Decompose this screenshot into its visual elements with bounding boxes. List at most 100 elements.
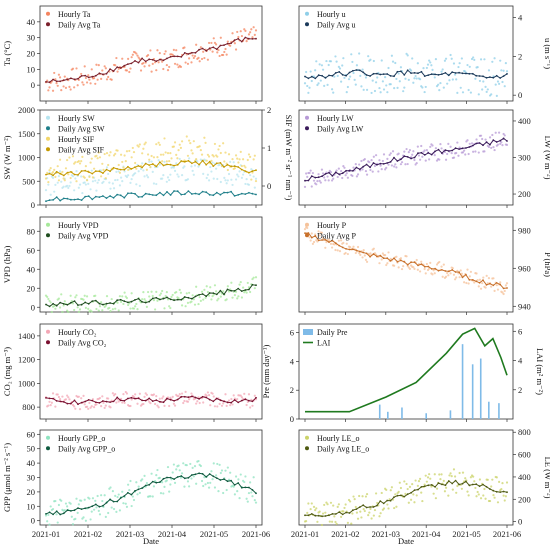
hourly-point xyxy=(226,466,229,469)
daily-avg-point xyxy=(314,176,317,179)
daily-avg-point xyxy=(130,396,133,399)
hourly-point xyxy=(457,154,460,157)
hourly-point xyxy=(474,150,477,153)
hourly-point xyxy=(71,67,75,70)
hourly-point xyxy=(78,408,82,411)
hourly-point xyxy=(56,181,59,184)
hourly-point xyxy=(251,404,254,407)
hourly-point xyxy=(239,280,242,284)
hourly-point xyxy=(51,171,55,174)
hourly-point xyxy=(345,172,348,175)
hourly-point xyxy=(380,59,383,62)
daily-avg-point xyxy=(396,260,399,263)
hourly-point xyxy=(63,509,66,512)
legend-swatch xyxy=(305,222,309,227)
hourly-point xyxy=(382,153,386,156)
hourly-point xyxy=(364,76,368,79)
daily-avg-point xyxy=(45,200,47,203)
hourly-point xyxy=(166,298,170,301)
hourly-point xyxy=(84,183,87,186)
hourly-point xyxy=(89,518,92,521)
daily-avg-point xyxy=(495,490,498,493)
hourly-point xyxy=(94,499,97,502)
daily-avg-point xyxy=(362,504,365,507)
daily-avg-point xyxy=(458,71,460,74)
hourly-point xyxy=(184,61,187,64)
hourly-point xyxy=(226,168,229,172)
hourly-point xyxy=(455,78,458,81)
daily-avg-point xyxy=(362,165,365,168)
hourly-point xyxy=(425,262,428,266)
hourly-point xyxy=(69,176,72,180)
daily-avg-point xyxy=(183,193,186,196)
hourly-point xyxy=(206,290,209,294)
hourly-point xyxy=(100,301,103,304)
hourly-point xyxy=(215,167,218,170)
hourly-point xyxy=(344,251,347,255)
hourly-point xyxy=(122,502,125,505)
hourly-point xyxy=(91,497,95,500)
daily-avg-point xyxy=(341,246,344,249)
daily-avg-point xyxy=(352,69,354,72)
daily-avg-point xyxy=(151,297,154,300)
hourly-point xyxy=(80,499,83,502)
hourly-point xyxy=(172,402,175,405)
daily-avg-point xyxy=(212,194,215,197)
daily-avg-point xyxy=(59,400,62,403)
daily-avg-point xyxy=(201,190,204,193)
hourly-point xyxy=(121,160,124,164)
hourly-point xyxy=(404,492,407,495)
hourly-point xyxy=(320,168,324,171)
daily-avg-point xyxy=(130,493,133,496)
hourly-point xyxy=(440,265,443,268)
hourly-point xyxy=(67,173,70,176)
daily-avg-point xyxy=(116,500,119,503)
hourly-point xyxy=(481,88,484,91)
daily-avg-point xyxy=(66,78,69,81)
hourly-point xyxy=(465,281,468,285)
hourly-point xyxy=(336,74,339,77)
hourly-point xyxy=(217,297,220,300)
precip-bar xyxy=(387,411,389,419)
hourly-point xyxy=(399,486,403,490)
plot-frame xyxy=(39,323,263,420)
daily-avg-point xyxy=(148,58,151,61)
hourly-point xyxy=(58,398,62,401)
hourly-point xyxy=(169,306,172,310)
hourly-point xyxy=(207,294,211,297)
hourly-point xyxy=(67,186,70,189)
hourly-point xyxy=(430,64,433,67)
legend-swatch xyxy=(305,435,309,440)
daily-avg-point xyxy=(176,476,179,478)
hourly-point xyxy=(64,502,68,505)
hourly-point xyxy=(412,81,415,84)
hourly-point xyxy=(101,162,104,165)
daily-avg-point xyxy=(427,152,430,154)
hourly-point xyxy=(98,156,102,159)
daily-avg-point xyxy=(155,399,158,401)
hourly-point xyxy=(308,236,311,239)
precip-bar xyxy=(449,410,452,419)
hourly-point xyxy=(494,131,497,134)
hourly-point xyxy=(198,401,201,405)
hourly-point xyxy=(455,276,458,279)
daily-avg-point xyxy=(358,250,361,253)
hourly-point xyxy=(122,166,125,169)
daily-avg-point xyxy=(345,248,347,250)
hourly-point xyxy=(116,301,119,304)
hourly-point xyxy=(179,476,183,479)
hourly-point xyxy=(142,402,145,406)
hourly-point xyxy=(373,164,377,168)
hourly-point xyxy=(166,69,170,72)
hourly-point xyxy=(135,167,138,170)
hourly-point xyxy=(425,480,428,483)
hourly-point xyxy=(199,464,202,468)
daily-avg-point xyxy=(208,193,211,196)
hourly-point xyxy=(364,495,368,498)
daily-avg-point xyxy=(451,482,454,485)
hourly-point xyxy=(351,60,354,64)
daily-avg-point xyxy=(59,513,62,516)
hourly-point xyxy=(393,165,396,168)
hourly-point xyxy=(102,401,105,404)
hourly-point xyxy=(119,153,123,156)
